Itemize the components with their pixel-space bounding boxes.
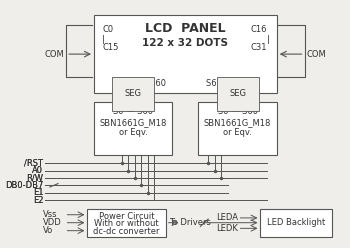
Text: S0 — S60: S0 — S60 xyxy=(126,79,166,88)
Text: Vss: Vss xyxy=(43,210,58,219)
Text: dc-dc converter: dc-dc converter xyxy=(93,227,160,236)
Text: LEDA: LEDA xyxy=(216,214,238,222)
Text: or Eqv.: or Eqv. xyxy=(223,128,252,137)
Text: Vo: Vo xyxy=(43,226,54,235)
Text: E2: E2 xyxy=(33,195,43,205)
Text: LED Backlight: LED Backlight xyxy=(267,218,326,227)
FancyBboxPatch shape xyxy=(260,209,332,237)
Text: /RST: /RST xyxy=(25,159,43,168)
Text: R/W: R/W xyxy=(26,173,43,183)
Text: C15: C15 xyxy=(102,43,119,53)
Text: A0: A0 xyxy=(32,166,43,175)
Text: LEDK: LEDK xyxy=(216,224,238,233)
Text: SBN1661G_M18: SBN1661G_M18 xyxy=(204,118,271,127)
Text: |: | xyxy=(102,35,105,44)
Text: E1: E1 xyxy=(33,188,43,197)
FancyBboxPatch shape xyxy=(198,102,277,155)
Text: With or without: With or without xyxy=(94,219,159,228)
Text: R/W: R/W xyxy=(26,173,43,183)
Text: C31: C31 xyxy=(251,43,267,53)
Text: or Eqv.: or Eqv. xyxy=(119,128,148,137)
Text: COM: COM xyxy=(45,50,65,59)
Text: SEG: SEG xyxy=(125,89,142,98)
Text: LCD  PANEL: LCD PANEL xyxy=(145,22,226,35)
Text: 122 x 32 DOTS: 122 x 32 DOTS xyxy=(142,38,228,48)
Text: DB0-DB7: DB0-DB7 xyxy=(5,181,43,190)
Text: S0 — S60: S0 — S60 xyxy=(218,107,258,116)
Text: |: | xyxy=(267,35,270,44)
FancyBboxPatch shape xyxy=(94,102,172,155)
Text: DB0-DB7: DB0-DB7 xyxy=(5,181,43,190)
Text: C16: C16 xyxy=(251,25,267,34)
FancyBboxPatch shape xyxy=(88,209,166,237)
Text: SBN1661G_M18: SBN1661G_M18 xyxy=(99,118,167,127)
Text: Power Circuit: Power Circuit xyxy=(99,212,154,221)
Text: E2: E2 xyxy=(33,195,43,205)
Text: /RST: /RST xyxy=(25,159,43,168)
Text: C0: C0 xyxy=(102,25,113,34)
Text: COM: COM xyxy=(306,50,326,59)
Text: A0: A0 xyxy=(32,166,43,175)
Text: SEG: SEG xyxy=(229,89,246,98)
Text: S61 — S121: S61 — S121 xyxy=(206,79,256,88)
FancyBboxPatch shape xyxy=(94,15,277,93)
Text: VDD: VDD xyxy=(43,218,62,227)
Text: S0 — S60: S0 — S60 xyxy=(113,107,153,116)
Text: To Drivers: To Drivers xyxy=(169,218,211,227)
Text: E1: E1 xyxy=(33,188,43,197)
